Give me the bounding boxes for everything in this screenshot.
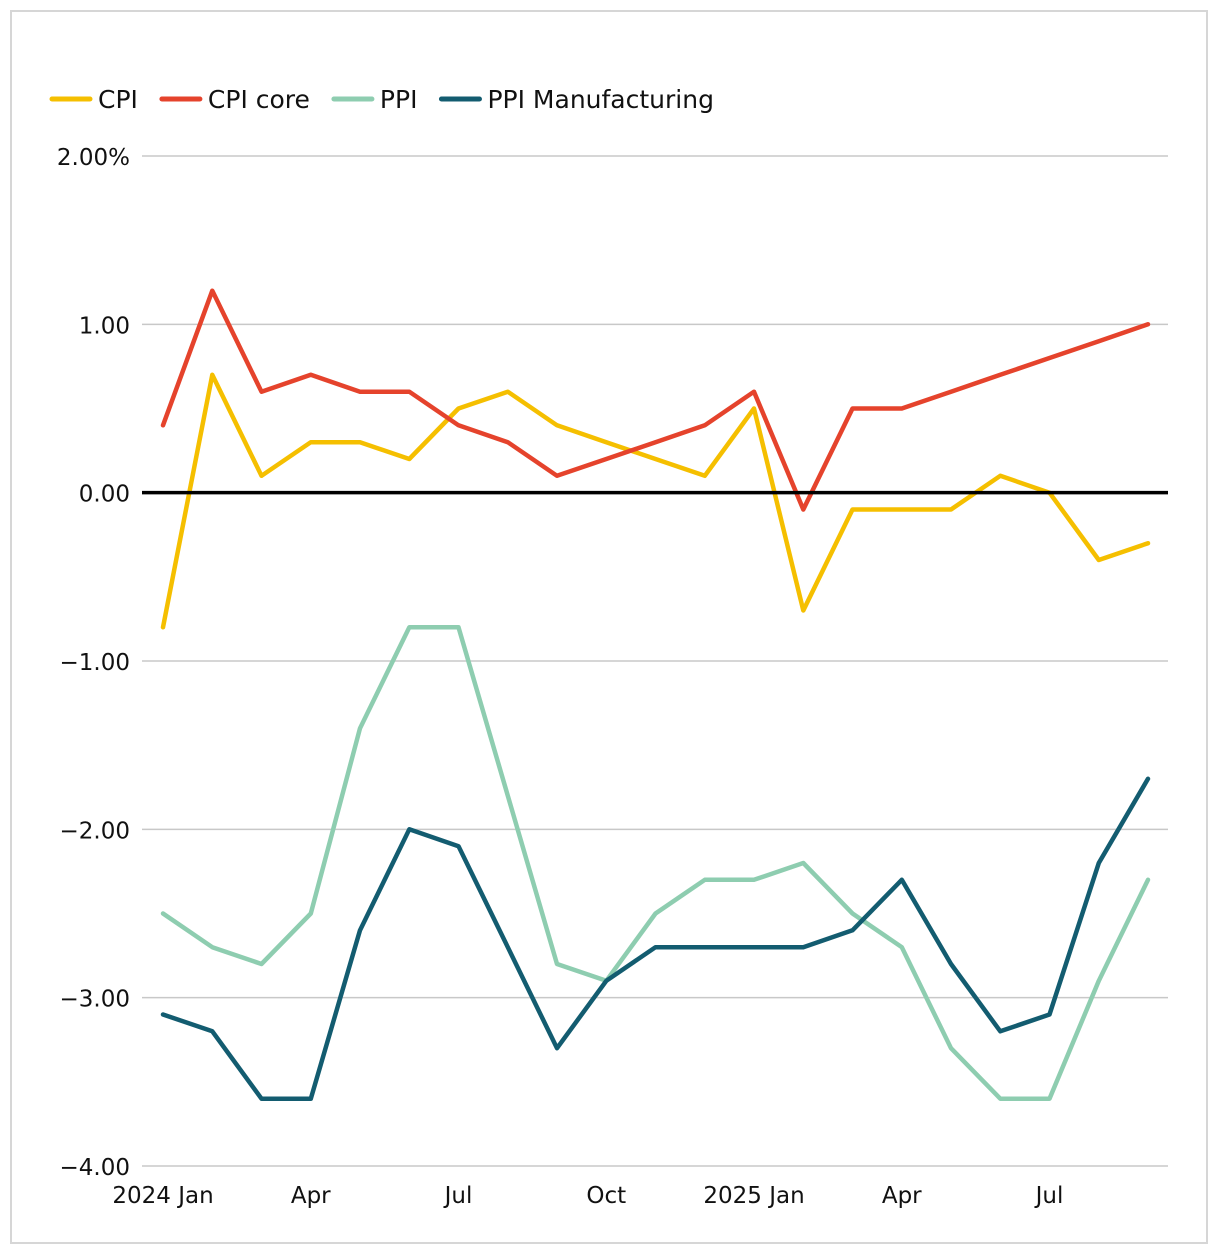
- legend-label: PPI Manufacturing: [487, 85, 714, 114]
- series-line-ppi: [160, 625, 1151, 1101]
- legend-label: PPI: [380, 85, 418, 114]
- y-tick-label: −3.00: [60, 987, 130, 1013]
- x-tick-label: Apr: [291, 1183, 331, 1209]
- chart-frame: [10, 10, 1208, 1244]
- x-tick-label: Jul: [1034, 1183, 1064, 1209]
- x-tick-label: Jul: [443, 1183, 473, 1209]
- x-tick-label: Apr: [882, 1183, 922, 1209]
- y-tick-label: 0.00: [79, 482, 130, 508]
- legend-item: CPI: [49, 85, 138, 114]
- x-axis: 2024 Jan Apr Jul Oct 2025 Jan Apr Jul: [112, 1183, 1063, 1209]
- series-line-cpi: [160, 372, 1151, 630]
- series-line-ppi-manufacturing: [160, 776, 1151, 1101]
- y-tick-label: 2.00%: [57, 145, 130, 171]
- y-tick-label: −1.00: [60, 650, 130, 676]
- x-tick-label: 2025 Jan: [703, 1183, 804, 1209]
- legend: CPI CPI core PPI PPI Manufacturing: [49, 85, 714, 114]
- legend-item: CPI core: [159, 85, 310, 114]
- legend-item: PPI: [331, 85, 418, 114]
- gridlines: [142, 155, 1168, 1167]
- y-tick-label: 1.00: [79, 313, 130, 339]
- y-axis: 2.00% 1.00 0.00 −1.00 −2.00 −3.00 −4.00: [57, 145, 130, 1181]
- series-lines: [160, 288, 1151, 1101]
- y-tick-label: −2.00: [60, 818, 130, 844]
- legend-item: PPI Manufacturing: [438, 85, 714, 114]
- series-line-cpi-core: [160, 288, 1151, 512]
- legend-label: CPI core: [208, 85, 310, 114]
- y-tick-label: −4.00: [60, 1155, 130, 1181]
- x-tick-label: Oct: [586, 1183, 626, 1209]
- x-tick-label: 2024 Jan: [112, 1183, 213, 1209]
- legend-label: CPI: [98, 85, 138, 114]
